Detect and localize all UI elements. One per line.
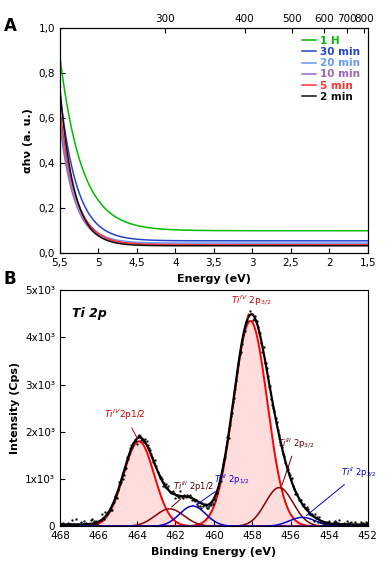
30 min <box>323 237 327 244</box>
30 min <box>245 237 249 244</box>
Line: 1 H: 1 H <box>60 57 368 230</box>
2 min <box>236 242 241 249</box>
Text: $Ti^{IV}$ 2p$_{3/2}$: $Ti^{IV}$ 2p$_{3/2}$ <box>231 294 272 318</box>
30 min <box>253 237 258 244</box>
2 min <box>365 242 370 249</box>
1 H <box>253 227 258 234</box>
30 min <box>58 90 62 97</box>
5 min <box>253 241 258 248</box>
10 min <box>236 241 241 248</box>
Y-axis label: Intensity (Cps): Intensity (Cps) <box>10 362 20 454</box>
5 min <box>323 241 327 248</box>
2 min <box>245 242 249 249</box>
20 min <box>253 240 258 246</box>
1 H <box>323 227 327 234</box>
Text: B: B <box>4 270 17 288</box>
20 min <box>365 240 370 246</box>
1 H <box>245 227 249 234</box>
20 min <box>236 240 241 246</box>
Legend: 1 H, 30 min, 20 min, 10 min, 5 min, 2 min: 1 H, 30 min, 20 min, 10 min, 5 min, 2 mi… <box>300 34 363 104</box>
2 min <box>291 242 296 249</box>
Text: Ti 2p: Ti 2p <box>72 307 107 320</box>
5 min <box>365 241 370 248</box>
10 min <box>77 208 81 215</box>
Text: $Ti^{III}$ 2p$_{3/2}$: $Ti^{III}$ 2p$_{3/2}$ <box>277 436 315 485</box>
Line: 5 min: 5 min <box>60 109 368 245</box>
2 min <box>323 242 327 249</box>
30 min <box>365 237 370 244</box>
X-axis label: Binding Energy (eV): Binding Energy (eV) <box>151 547 276 556</box>
Text: $Ti^{II}$ 2p$_{1/2}$: $Ti^{II}$ 2p$_{1/2}$ <box>197 473 250 505</box>
1 H <box>77 154 81 161</box>
10 min <box>253 241 258 248</box>
20 min <box>323 240 327 246</box>
2 min <box>77 202 81 209</box>
Line: 20 min: 20 min <box>60 121 368 243</box>
1 H <box>58 54 62 61</box>
Line: 10 min: 10 min <box>60 125 368 245</box>
10 min <box>323 241 327 248</box>
Line: 2 min: 2 min <box>60 89 368 246</box>
10 min <box>365 241 370 248</box>
1 H <box>365 227 370 234</box>
2 min <box>253 242 258 249</box>
Text: A: A <box>4 17 17 35</box>
2 min <box>58 86 62 93</box>
Line: 30 min: 30 min <box>60 94 368 241</box>
20 min <box>58 117 62 124</box>
30 min <box>236 237 241 244</box>
10 min <box>291 241 296 248</box>
20 min <box>245 240 249 246</box>
5 min <box>291 241 296 248</box>
Text: $Ti^{IV}$2p1/2: $Ti^{IV}$2p1/2 <box>104 408 146 439</box>
5 min <box>58 106 62 113</box>
20 min <box>291 240 296 246</box>
10 min <box>58 122 62 129</box>
Text: $Ti^{II}$ 2p$_{3/2}$: $Ti^{II}$ 2p$_{3/2}$ <box>307 466 377 516</box>
Text: $Ti^{III}$ 2p1/2: $Ti^{III}$ 2p1/2 <box>172 480 215 507</box>
1 H <box>236 227 241 234</box>
Y-axis label: αhν (a. u.): αhν (a. u.) <box>23 108 33 174</box>
30 min <box>77 188 81 195</box>
30 min <box>291 237 296 244</box>
5 min <box>236 241 241 248</box>
20 min <box>77 204 81 211</box>
10 min <box>245 241 249 248</box>
5 min <box>77 201 81 208</box>
X-axis label: Energy (eV): Energy (eV) <box>177 274 251 283</box>
1 H <box>291 227 296 234</box>
5 min <box>245 241 249 248</box>
